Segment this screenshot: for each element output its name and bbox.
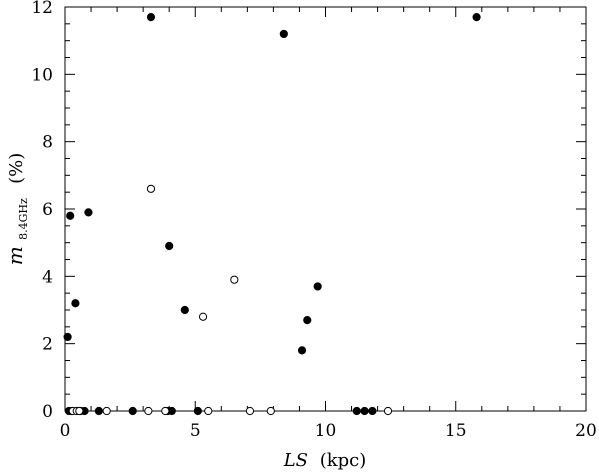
filled-data-point [297,346,307,355]
open-data-point [383,406,393,416]
y-axis-title-unit: (%) [6,153,27,184]
filled-data-point [94,406,103,416]
filled-data-point [165,241,174,251]
open-data-point [144,406,153,416]
filled-data-point [313,282,322,291]
filled-data-point [84,208,93,217]
y-axis-title-main: m [3,246,27,265]
filled-data-point [279,29,288,39]
filled-data-point [472,13,481,22]
open-data-point [102,406,111,416]
open-data-point [245,406,255,416]
filled-data-point [360,406,369,416]
plot-frame [64,6,587,412]
filled-data-point [193,406,202,416]
y-tick-label: 2 [42,335,53,355]
y-tick-label: 10 [31,65,53,85]
axis-tick-labels: 0 5 10 15 20 0 2 4 6 8 10 12 [31,0,596,441]
x-axis-title-main: LS [283,450,308,471]
y-tick-label: 12 [31,0,53,18]
open-data-point [230,275,239,284]
open-data-point [146,184,156,193]
open-data-point [266,406,275,416]
open-data-point [161,406,170,416]
open-data-point [204,406,213,416]
x-axis-title-unit: (kpc) [320,450,367,471]
filled-data-point [180,305,189,315]
x-axis-title: LS (kpc) [283,450,367,471]
y-tick-label: 0 [42,402,53,422]
filled-data-point [71,299,80,308]
filled-data-point [352,406,361,416]
x-tick-label: 20 [575,421,597,441]
filled-data-point [146,13,156,22]
filled-data-point [303,316,312,325]
y-axis-title-subscript: 8.4GHz [17,198,30,240]
x-tick-label: 10 [315,421,337,441]
open-data-point [198,312,208,321]
open-data-point [75,406,84,416]
filled-data-point [368,406,377,416]
y-tick-label: 6 [42,200,53,220]
x-tick-label: 15 [445,421,467,441]
filled-data-point [128,406,137,416]
y-tick-label: 8 [42,133,53,153]
filled-data-point [66,211,75,220]
filled-data-point [63,332,72,342]
x-tick-label: 5 [190,421,201,441]
y-tick-label: 4 [42,267,53,287]
x-tick-label: 0 [60,421,71,441]
data-points [63,13,481,416]
y-axis-title: m 8.4GHz (%) [3,153,32,266]
axis-ticks [64,6,587,412]
